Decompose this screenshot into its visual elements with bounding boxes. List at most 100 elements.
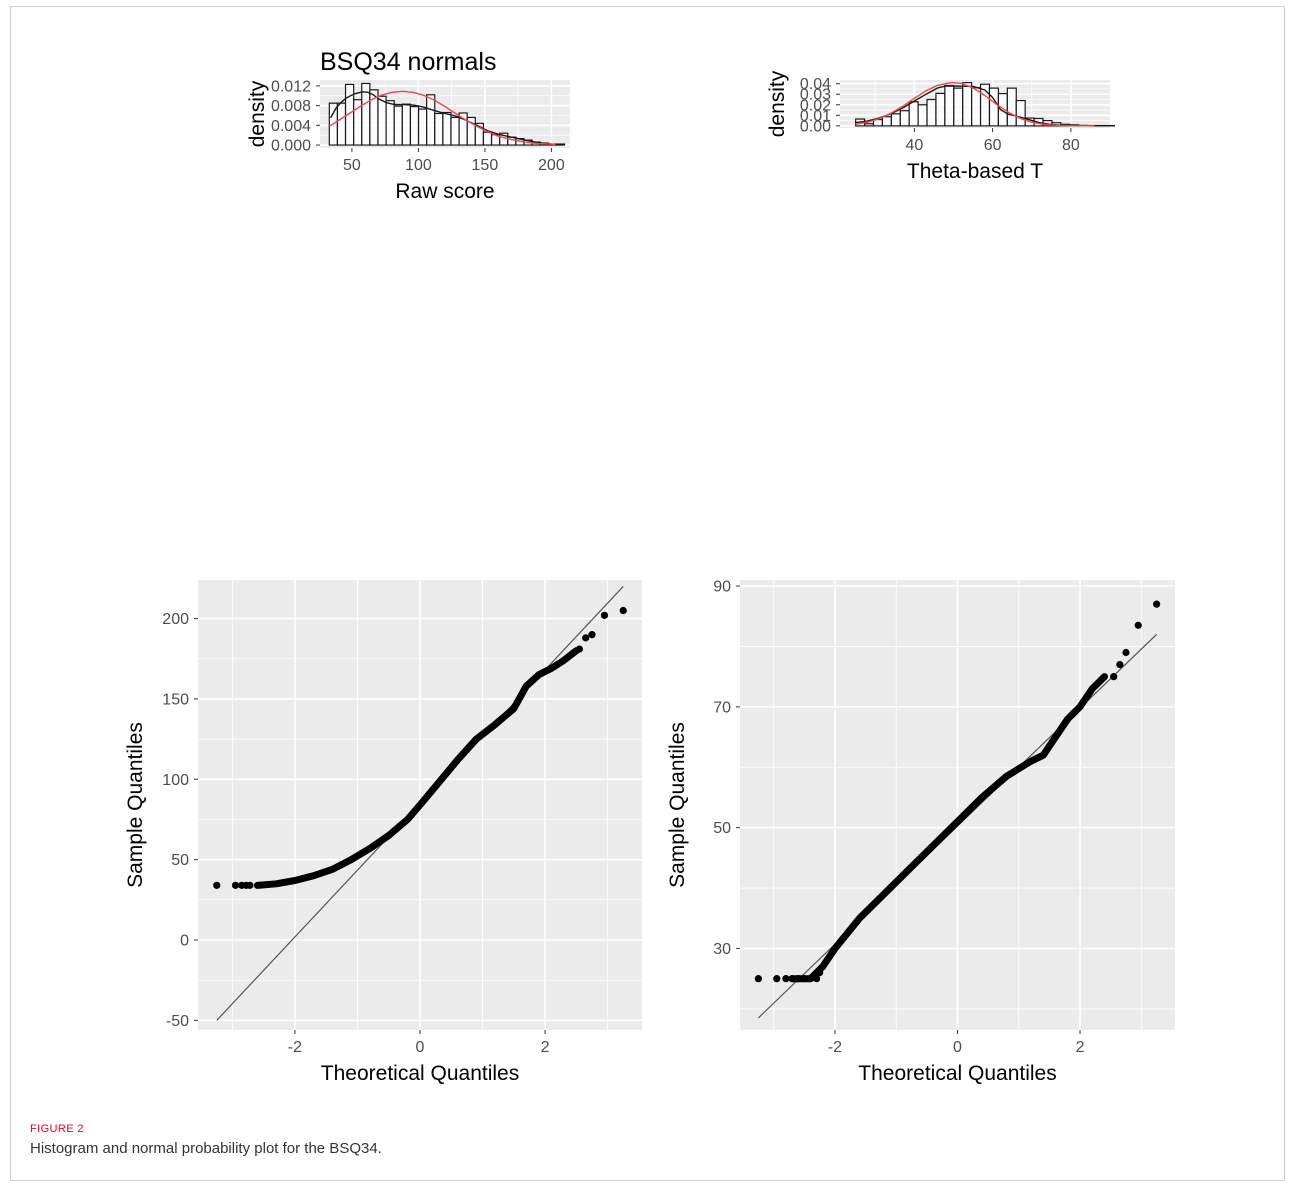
histogram-bar xyxy=(434,112,444,146)
histogram-raw-score-panel: 50 100 150 200 0.000 0.004 0.008 0.012 Raw score… xyxy=(110,40,650,570)
histogram-bar xyxy=(926,98,937,127)
normal-density-curve xyxy=(855,81,1095,127)
histogram-bar xyxy=(881,116,892,127)
x-tick-label: 200 xyxy=(538,157,565,174)
y-tick-label: 0.03 xyxy=(800,87,831,104)
figure-caption: FIGURE 2 Histogram and normal probabilit… xyxy=(30,1123,382,1157)
qq-sample-point xyxy=(575,645,584,653)
y-tick-label: 0.00 xyxy=(800,118,831,135)
y-axis-title: density xyxy=(246,80,269,147)
x-tick-label: 40 xyxy=(905,137,923,154)
histogram-bar xyxy=(482,131,493,146)
histogram-bar xyxy=(401,103,412,146)
y-tick-label: 0.02 xyxy=(800,97,831,114)
qq-sample-point xyxy=(794,975,802,983)
qq-sample-point xyxy=(231,881,240,889)
qq-sample-point xyxy=(1122,648,1130,657)
histogram-bar xyxy=(377,95,387,146)
x-tick-label: 50 xyxy=(343,157,361,174)
y-axis-title: density xyxy=(766,70,789,137)
figure-frame xyxy=(10,6,1285,1181)
histogram-bar xyxy=(450,116,460,146)
x-tick-label: 2 xyxy=(1076,1039,1085,1056)
histogram-bar xyxy=(962,82,973,127)
qq-sample-point xyxy=(800,975,808,983)
qq-theta-panel: -2 0 2 30 50 70 90 Theoretical Quantiles Sample … xyxy=(650,570,1190,1110)
y-axis-title: Sample Quantiles xyxy=(124,722,147,888)
qq-sample-point xyxy=(816,969,824,977)
histogram-bar xyxy=(908,101,919,127)
qq-sample-point xyxy=(619,606,627,615)
histogram-bar xyxy=(1006,87,1017,127)
figure-caption-text: Histogram and normal probability plot fo… xyxy=(30,1140,382,1157)
qq-sample-point xyxy=(782,975,790,983)
x-axis-title: Theoretical Quantiles xyxy=(858,1062,1056,1085)
qq-sample-point xyxy=(788,975,796,983)
histogram-bar xyxy=(426,94,436,146)
qq-sample-points-band xyxy=(788,673,1108,983)
y-tick-label: 70 xyxy=(713,699,731,716)
x-tick-label: -2 xyxy=(288,1039,302,1056)
qq-sample-point xyxy=(600,611,609,619)
qq-sample-point xyxy=(773,975,781,983)
qq-sample-points-band xyxy=(253,647,580,889)
y-tick-label: 0.004 xyxy=(271,118,311,135)
kernel-density-curve xyxy=(855,85,1095,127)
y-axis-title: Sample Quantiles xyxy=(666,722,689,888)
qq-sample-point xyxy=(1153,600,1161,608)
histogram-bar xyxy=(953,87,964,127)
histogram-bar xyxy=(944,84,955,127)
x-axis-title: Theta-based T xyxy=(907,160,1043,183)
y-tick-label: 0.012 xyxy=(271,78,311,95)
y-tick-label: 200 xyxy=(162,611,189,628)
y-tick-label: 150 xyxy=(162,691,189,708)
x-tick-label: 80 xyxy=(1062,137,1080,154)
y-tick-label: 50 xyxy=(171,852,189,869)
histogram-bar xyxy=(899,110,910,127)
histogram-bar xyxy=(971,87,982,127)
histogram-bar xyxy=(988,87,1000,127)
chart-title: BSQ34 normals xyxy=(320,48,496,76)
histogram-bar xyxy=(385,100,395,146)
qq-sample-point xyxy=(806,975,815,983)
qq-sample-point xyxy=(213,881,221,889)
qq-sample-point xyxy=(246,881,254,889)
y-tick-label: 50 xyxy=(713,820,731,837)
y-tick-label: 0 xyxy=(180,933,189,950)
normal-density-curve xyxy=(328,90,556,146)
qq-sample-point xyxy=(1110,673,1118,681)
histogram-bar xyxy=(1015,99,1026,127)
histogram-bar xyxy=(336,102,347,146)
x-tick-label: 0 xyxy=(953,1039,962,1056)
x-tick-label: 150 xyxy=(472,157,499,174)
figure-label: FIGURE 2 xyxy=(30,1123,84,1135)
histogram-theta-chart: 40 60 80 0.000.010.020.030.04 Theta-based T d… xyxy=(766,70,1115,183)
x-tick-label: -2 xyxy=(828,1039,842,1056)
qq-sample-point xyxy=(1134,621,1142,629)
histogram-bar xyxy=(409,106,420,146)
y-tick-label: -50 xyxy=(166,1013,189,1030)
y-tick-label: 90 xyxy=(713,579,731,596)
x-tick-label: 0 xyxy=(416,1039,425,1056)
histogram-bar xyxy=(442,111,452,146)
qq-theta-chart: -2 0 2 30 50 70 90 Theoretical Quantiles Sample … xyxy=(666,579,1175,1085)
histogram-theta-panel: 40 60 80 0.00 0.01 0.02 0.03 0.04 Theta-based T d… xyxy=(650,40,1190,570)
x-axis-title: Raw score xyxy=(395,180,494,203)
x-tick-label: 100 xyxy=(405,157,432,174)
y-tick-label: 0.04 xyxy=(800,76,831,93)
qq-sample-point xyxy=(588,631,596,639)
y-tick-label: 30 xyxy=(713,941,731,958)
histogram-bar xyxy=(917,104,928,127)
x-tick-label: 60 xyxy=(984,137,1002,154)
qq-sample-point xyxy=(812,975,821,983)
qq-raw-score-chart: -2 0 2 -50 0 50 100 150 200 Theoretical Quantiles… xyxy=(124,580,642,1085)
histogram-bar xyxy=(935,92,946,127)
qq-raw-score-panel: -2 0 2 -50 0 50 100 150 200 Theoretical Quantiles… xyxy=(110,570,650,1110)
histogram-raw-score-chart: 50 100 150 200 0.000 0.004 0.008 0.012 Raw score… xyxy=(246,48,570,203)
y-tick-label: 100 xyxy=(162,772,189,789)
y-tick-label: 0.008 xyxy=(271,98,311,115)
x-axis-title: Theoretical Quantiles xyxy=(321,1062,519,1085)
y-tick-label: 0.01 xyxy=(800,108,831,125)
kernel-density-curve xyxy=(329,91,560,146)
y-tick-label: 0.000 xyxy=(271,138,311,155)
